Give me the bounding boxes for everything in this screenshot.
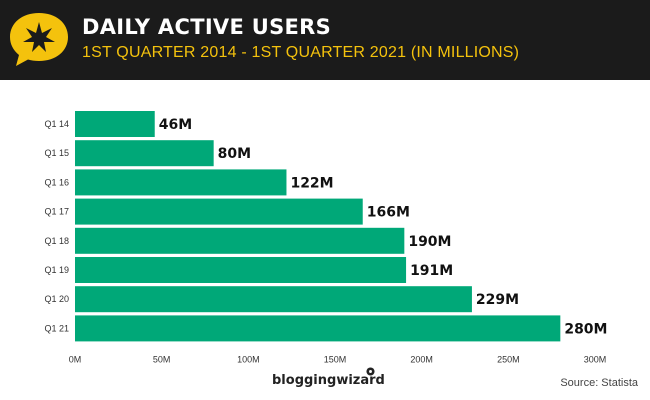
chart-title: DAILY ACTIVE USERS (82, 15, 332, 39)
brand-logo-text: bloggingwizard (272, 373, 385, 388)
data-label: 166M (367, 205, 410, 221)
header-banner: DAILY ACTIVE USERS 1ST QUARTER 2014 - 1S… (0, 0, 650, 80)
star-speech-bubble-icon (10, 13, 68, 66)
data-labels: 46M 80M 122M 166M 190M 191M 229M 280M (159, 117, 608, 337)
category-label: Q1 20 (44, 294, 69, 304)
bar (75, 257, 407, 283)
bar (75, 315, 561, 342)
bar (75, 286, 472, 313)
x-tick-label: 0M (69, 355, 82, 365)
pin-dot-icon (366, 367, 375, 376)
data-label: 280M (564, 321, 607, 337)
bars-group (75, 111, 561, 342)
category-labels: Q1 14 Q1 15 Q1 16 Q1 17 Q1 18 Q1 19 Q1 20 Q1 21 (44, 119, 69, 333)
category-label: Q1 14 (44, 119, 69, 129)
category-label: Q1 18 (44, 236, 69, 246)
bar (75, 169, 287, 196)
data-label: 229M (476, 292, 519, 308)
bar (75, 111, 155, 137)
category-label: Q1 17 (44, 207, 69, 217)
data-label: 190M (408, 234, 451, 250)
bar (75, 227, 405, 254)
data-label: 122M (290, 175, 333, 191)
x-tick-label: 150M (324, 355, 347, 365)
x-tick-label: 250M (497, 355, 520, 365)
x-tick-label: 100M (237, 355, 260, 365)
source-note: Source: Statista (560, 377, 638, 389)
bar (75, 140, 214, 167)
data-label: 80M (218, 146, 251, 162)
x-tick-label: 300M (584, 355, 607, 365)
bar (75, 198, 363, 225)
category-label: Q1 21 (44, 323, 69, 333)
category-label: Q1 16 (44, 177, 69, 187)
x-axis-ticks: 0M 50M 100M 150M 200M 250M 300M (69, 355, 607, 365)
x-tick-label: 200M (410, 355, 433, 365)
x-tick-label: 50M (153, 355, 171, 365)
data-label: 46M (159, 117, 192, 133)
category-label: Q1 19 (44, 265, 69, 275)
category-label: Q1 15 (44, 148, 69, 158)
bar-chart: Q1 14 Q1 15 Q1 16 Q1 17 Q1 18 Q1 19 Q1 20 Q1 21… (44, 111, 608, 365)
chart-subtitle: 1ST QUARTER 2014 - 1ST QUARTER 2021 (IN … (82, 44, 520, 61)
data-label: 191M (410, 263, 453, 279)
